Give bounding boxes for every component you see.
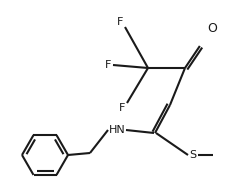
Text: HN: HN	[109, 125, 125, 135]
Text: F: F	[119, 103, 125, 113]
Text: S: S	[189, 150, 197, 160]
Text: O: O	[207, 21, 217, 35]
Text: F: F	[117, 17, 123, 27]
Text: F: F	[105, 60, 111, 70]
